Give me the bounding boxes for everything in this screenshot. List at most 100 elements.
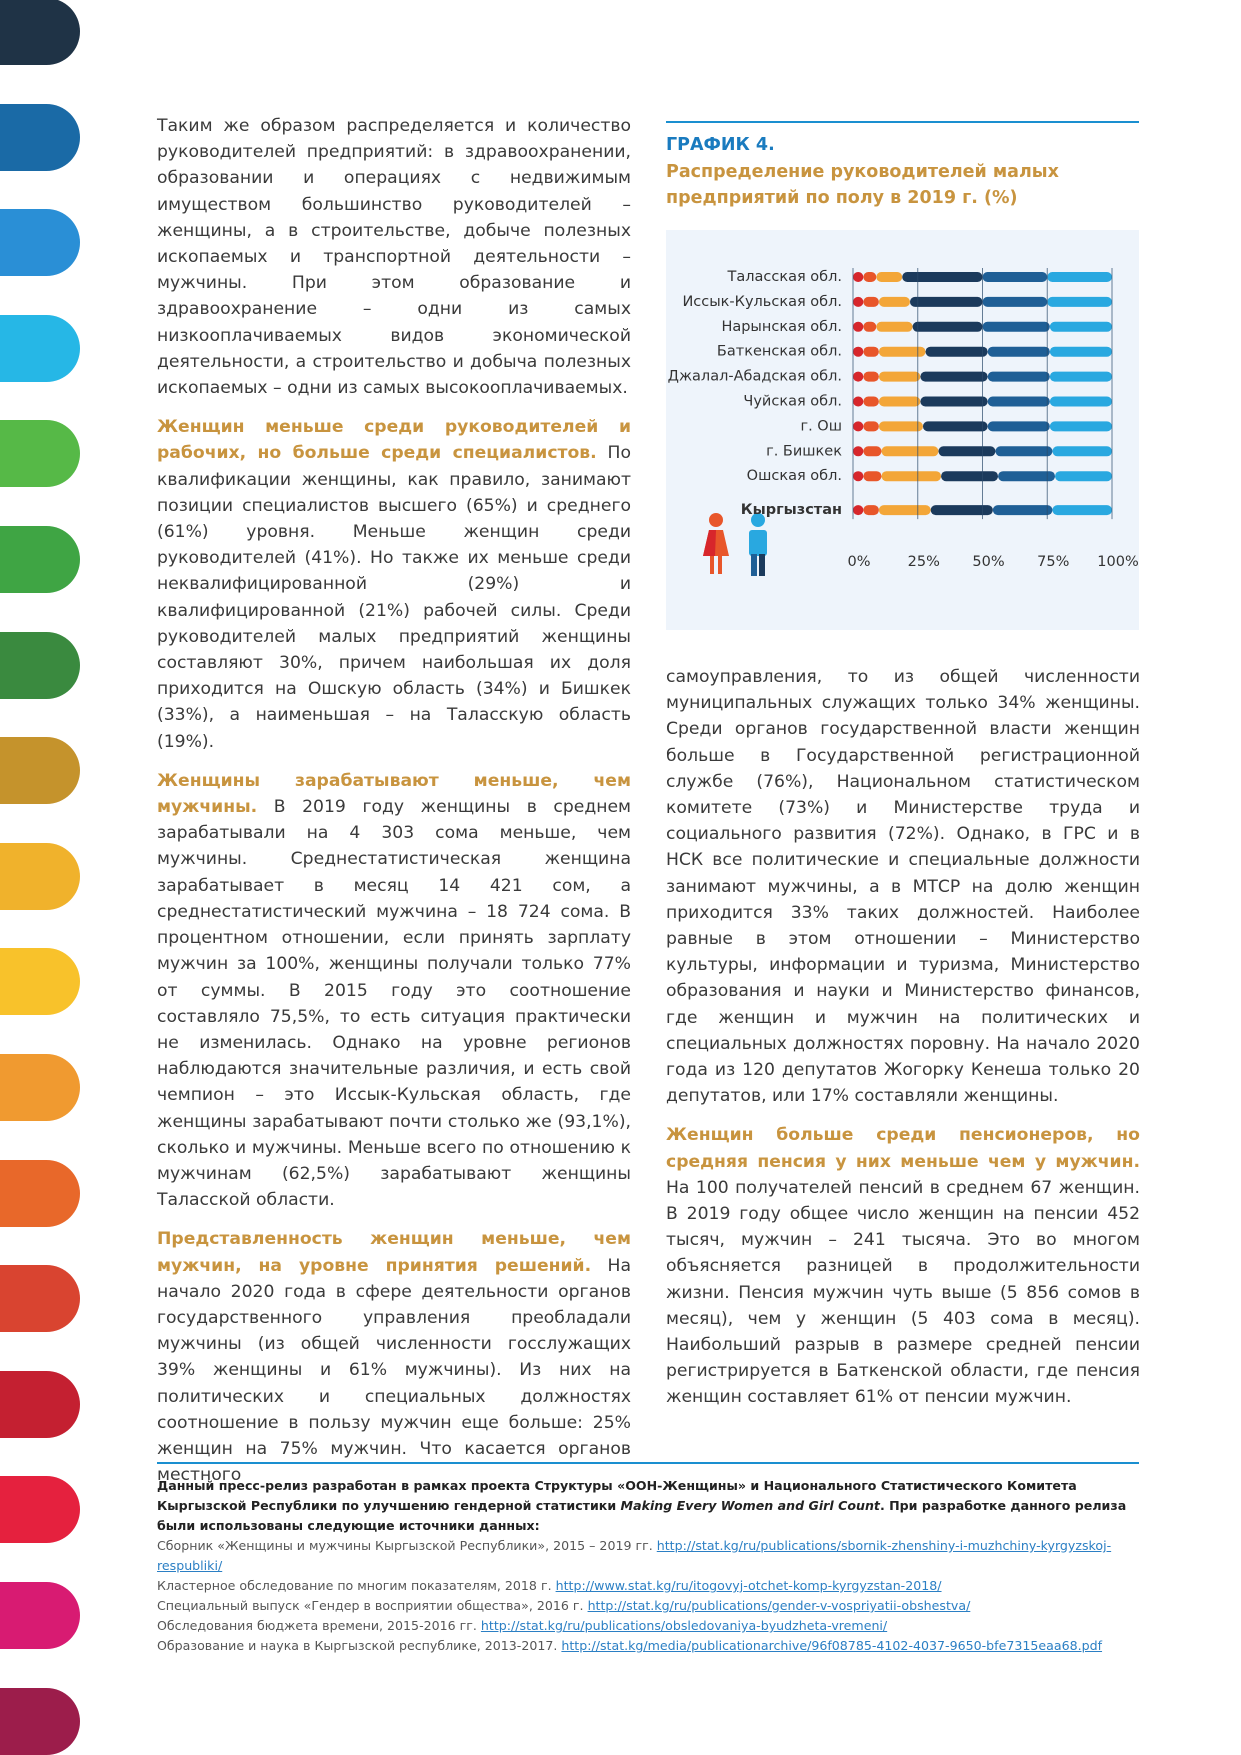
bar-segment [853, 321, 864, 332]
paragraph-text: По квалификации женщины, как правило, за… [157, 443, 631, 752]
bar-segment [853, 505, 864, 516]
bar-segment [1047, 272, 1112, 282]
paragraph-lead: Женщин больше среди пенсионеров, но сред… [666, 1125, 1140, 1172]
footer: Данный пресс-релиз разработан в рамках п… [157, 1462, 1139, 1656]
intro-emphasis: Making Every Women and Girl Count [620, 1498, 880, 1513]
intro-text: Данный пресс-релиз разработан в рамках п… [157, 1478, 1077, 1513]
bar-segment [878, 421, 923, 432]
source-link[interactable]: http://stat.kg/ru/publications/obsledova… [480, 1618, 888, 1633]
color-tab [0, 1370, 80, 1438]
x-tick-label: 25% [908, 554, 940, 570]
x-tick-label: 50% [972, 554, 1004, 570]
color-tab [0, 209, 80, 277]
bar-segment [853, 421, 864, 432]
paragraph: Женщин меньше среди руководителей и рабо… [157, 414, 631, 755]
source-link[interactable]: http://stat.kg/media/publicationarchive/… [561, 1638, 1103, 1653]
bar-segment [878, 296, 910, 307]
source-link[interactable]: http://stat.kg/ru/publications/gender-v-… [587, 1598, 971, 1613]
bar-segment [930, 505, 993, 516]
bar-segment [987, 346, 1050, 357]
bar-segment [863, 272, 877, 282]
paragraph-text: На начало 2020 года в сфере деятельности… [157, 1255, 631, 1486]
category-label: Джалал-Абадская обл. [668, 369, 842, 385]
paragraph-lead: Женщины зарабатывают меньше, чем мужчины… [157, 770, 631, 818]
paragraph: Представленность женщин меньше, чем мужч… [157, 1226, 631, 1488]
bar-segment [1052, 446, 1112, 457]
source: Сборник «Женщины и мужчины Кыргызской Ре… [157, 1536, 1139, 1576]
color-tab [0, 0, 80, 65]
category-label: г. Ош [800, 418, 842, 434]
paragraph: Женщин больше среди пенсионеров, но сред… [666, 1122, 1140, 1410]
left-column: Таким же образом распределяется и количе… [157, 113, 631, 1501]
paragraph: самоуправления, то из общей численности … [666, 664, 1140, 1109]
bar-segment [853, 296, 864, 307]
color-tab [0, 420, 80, 488]
color-tab [0, 1054, 80, 1121]
bar-segment [920, 396, 988, 407]
bar-segment [881, 471, 942, 482]
bar-segment [878, 396, 921, 407]
source-list: Сборник «Женщины и мужчины Кыргызской Ре… [157, 1536, 1139, 1656]
color-tab [0, 1159, 80, 1227]
source: Обследования бюджета времени, 2015-2016 … [157, 1616, 1139, 1636]
bar-segment [982, 321, 1050, 332]
bar-segment [998, 471, 1056, 482]
bar-segment [1055, 471, 1112, 482]
bar-segment [909, 296, 983, 307]
paragraph-text: На 100 получателей пенсий в среднем 67 ж… [666, 1177, 1140, 1408]
bar-segment [992, 505, 1053, 516]
bar-segment [982, 272, 1048, 282]
bar-segment [1049, 321, 1112, 332]
category-label: г. Бишкек [766, 443, 842, 459]
source-link[interactable]: http://stat.kg/ru/publications/sbornik-z… [157, 1538, 1112, 1573]
color-tab [0, 1582, 80, 1649]
bar-segment [987, 371, 1050, 382]
bar-segment [863, 421, 879, 432]
paragraph-text: самоуправления, то из общей численности … [666, 667, 1140, 1107]
bar-segment [920, 371, 988, 382]
source: Образование и наука в Кыргызской республ… [157, 1636, 1139, 1656]
chart: Таласская обл. Иссык-Кульская обл. Нарынск… [666, 230, 1139, 630]
paragraph-lead: Представленность женщин меньше, чем мужч… [157, 1229, 631, 1276]
bar-segment [881, 446, 939, 457]
source-link[interactable]: http://www.stat.kg/ru/itogovyj-otchet-ko… [555, 1578, 942, 1593]
bar-segment [853, 471, 864, 482]
bar-segment [1049, 346, 1112, 357]
bar-segment [938, 446, 996, 457]
bar-segment [853, 446, 864, 457]
bar-segment [1049, 421, 1112, 432]
x-tick-label: 100% [1097, 554, 1138, 570]
paragraph: Таким же образом распределяется и количе… [157, 113, 631, 401]
bar-segment [863, 296, 879, 307]
source: Специальный выпуск «Гендер в восприятии … [157, 1596, 1139, 1616]
bar-segment [878, 346, 926, 357]
chart-subtitle: Распределение руководителей малых предпр… [666, 162, 1059, 208]
source-text: Обследования бюджета времени, 2015-2016 … [157, 1618, 477, 1633]
bar-segment [1049, 371, 1112, 382]
color-tab [0, 1265, 80, 1333]
bar-segment [863, 471, 882, 482]
bar-segment [853, 346, 864, 357]
bar-segment [863, 346, 879, 357]
color-tab [0, 314, 80, 382]
color-tab [0, 631, 80, 699]
bar-segment [912, 321, 983, 332]
color-tab [0, 948, 80, 1016]
bar-segment [987, 421, 1050, 432]
bar-segment [863, 505, 879, 516]
bar-segment [863, 446, 882, 457]
source-text: Сборник «Женщины и мужчины Кыргызской Ре… [157, 1538, 653, 1553]
woman-icon [703, 513, 729, 574]
bar-segment [995, 446, 1053, 457]
color-tab [0, 842, 80, 910]
source-text: Образование и наука в Кыргызской республ… [157, 1638, 558, 1653]
category-label: Чуйская обл. [743, 394, 842, 410]
intro-text: . При разработке данного релиза были исп… [157, 1498, 1127, 1533]
paragraph-lead: Женщин меньше среди руководителей и рабо… [157, 417, 631, 464]
x-tick-label: 0% [847, 554, 870, 570]
bar-segment [925, 346, 988, 357]
category-label: Кыргызстан [741, 502, 842, 518]
bar-segment [863, 396, 879, 407]
